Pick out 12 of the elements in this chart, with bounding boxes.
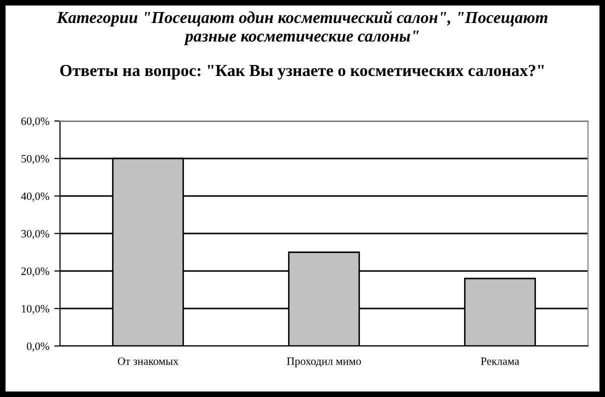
y-tick-label: 20,0% bbox=[21, 267, 50, 277]
y-tick-label: 0,0% bbox=[26, 342, 50, 352]
y-tick-label: 30,0% bbox=[21, 230, 50, 240]
y-tick-label: 50,0% bbox=[22, 154, 50, 164]
y-tick-label: 10,0% bbox=[22, 304, 50, 314]
x-tick-label: Проходил мимо bbox=[286, 358, 361, 368]
x-tick-label: От знакомых bbox=[118, 357, 178, 365]
y-tick-label: 40,0% bbox=[21, 192, 50, 202]
chart-title: Категории "Посещают один косметический салон", "Посещают разные косметические салоны" bbox=[56, 10, 548, 46]
chart-subtitle: Ответы на вопрос: "Как Вы узнаете о косметических салонах?" bbox=[60, 64, 544, 80]
y-tick-label: 60,0% bbox=[21, 117, 50, 127]
x-tick-label: Реклама bbox=[480, 358, 520, 365]
